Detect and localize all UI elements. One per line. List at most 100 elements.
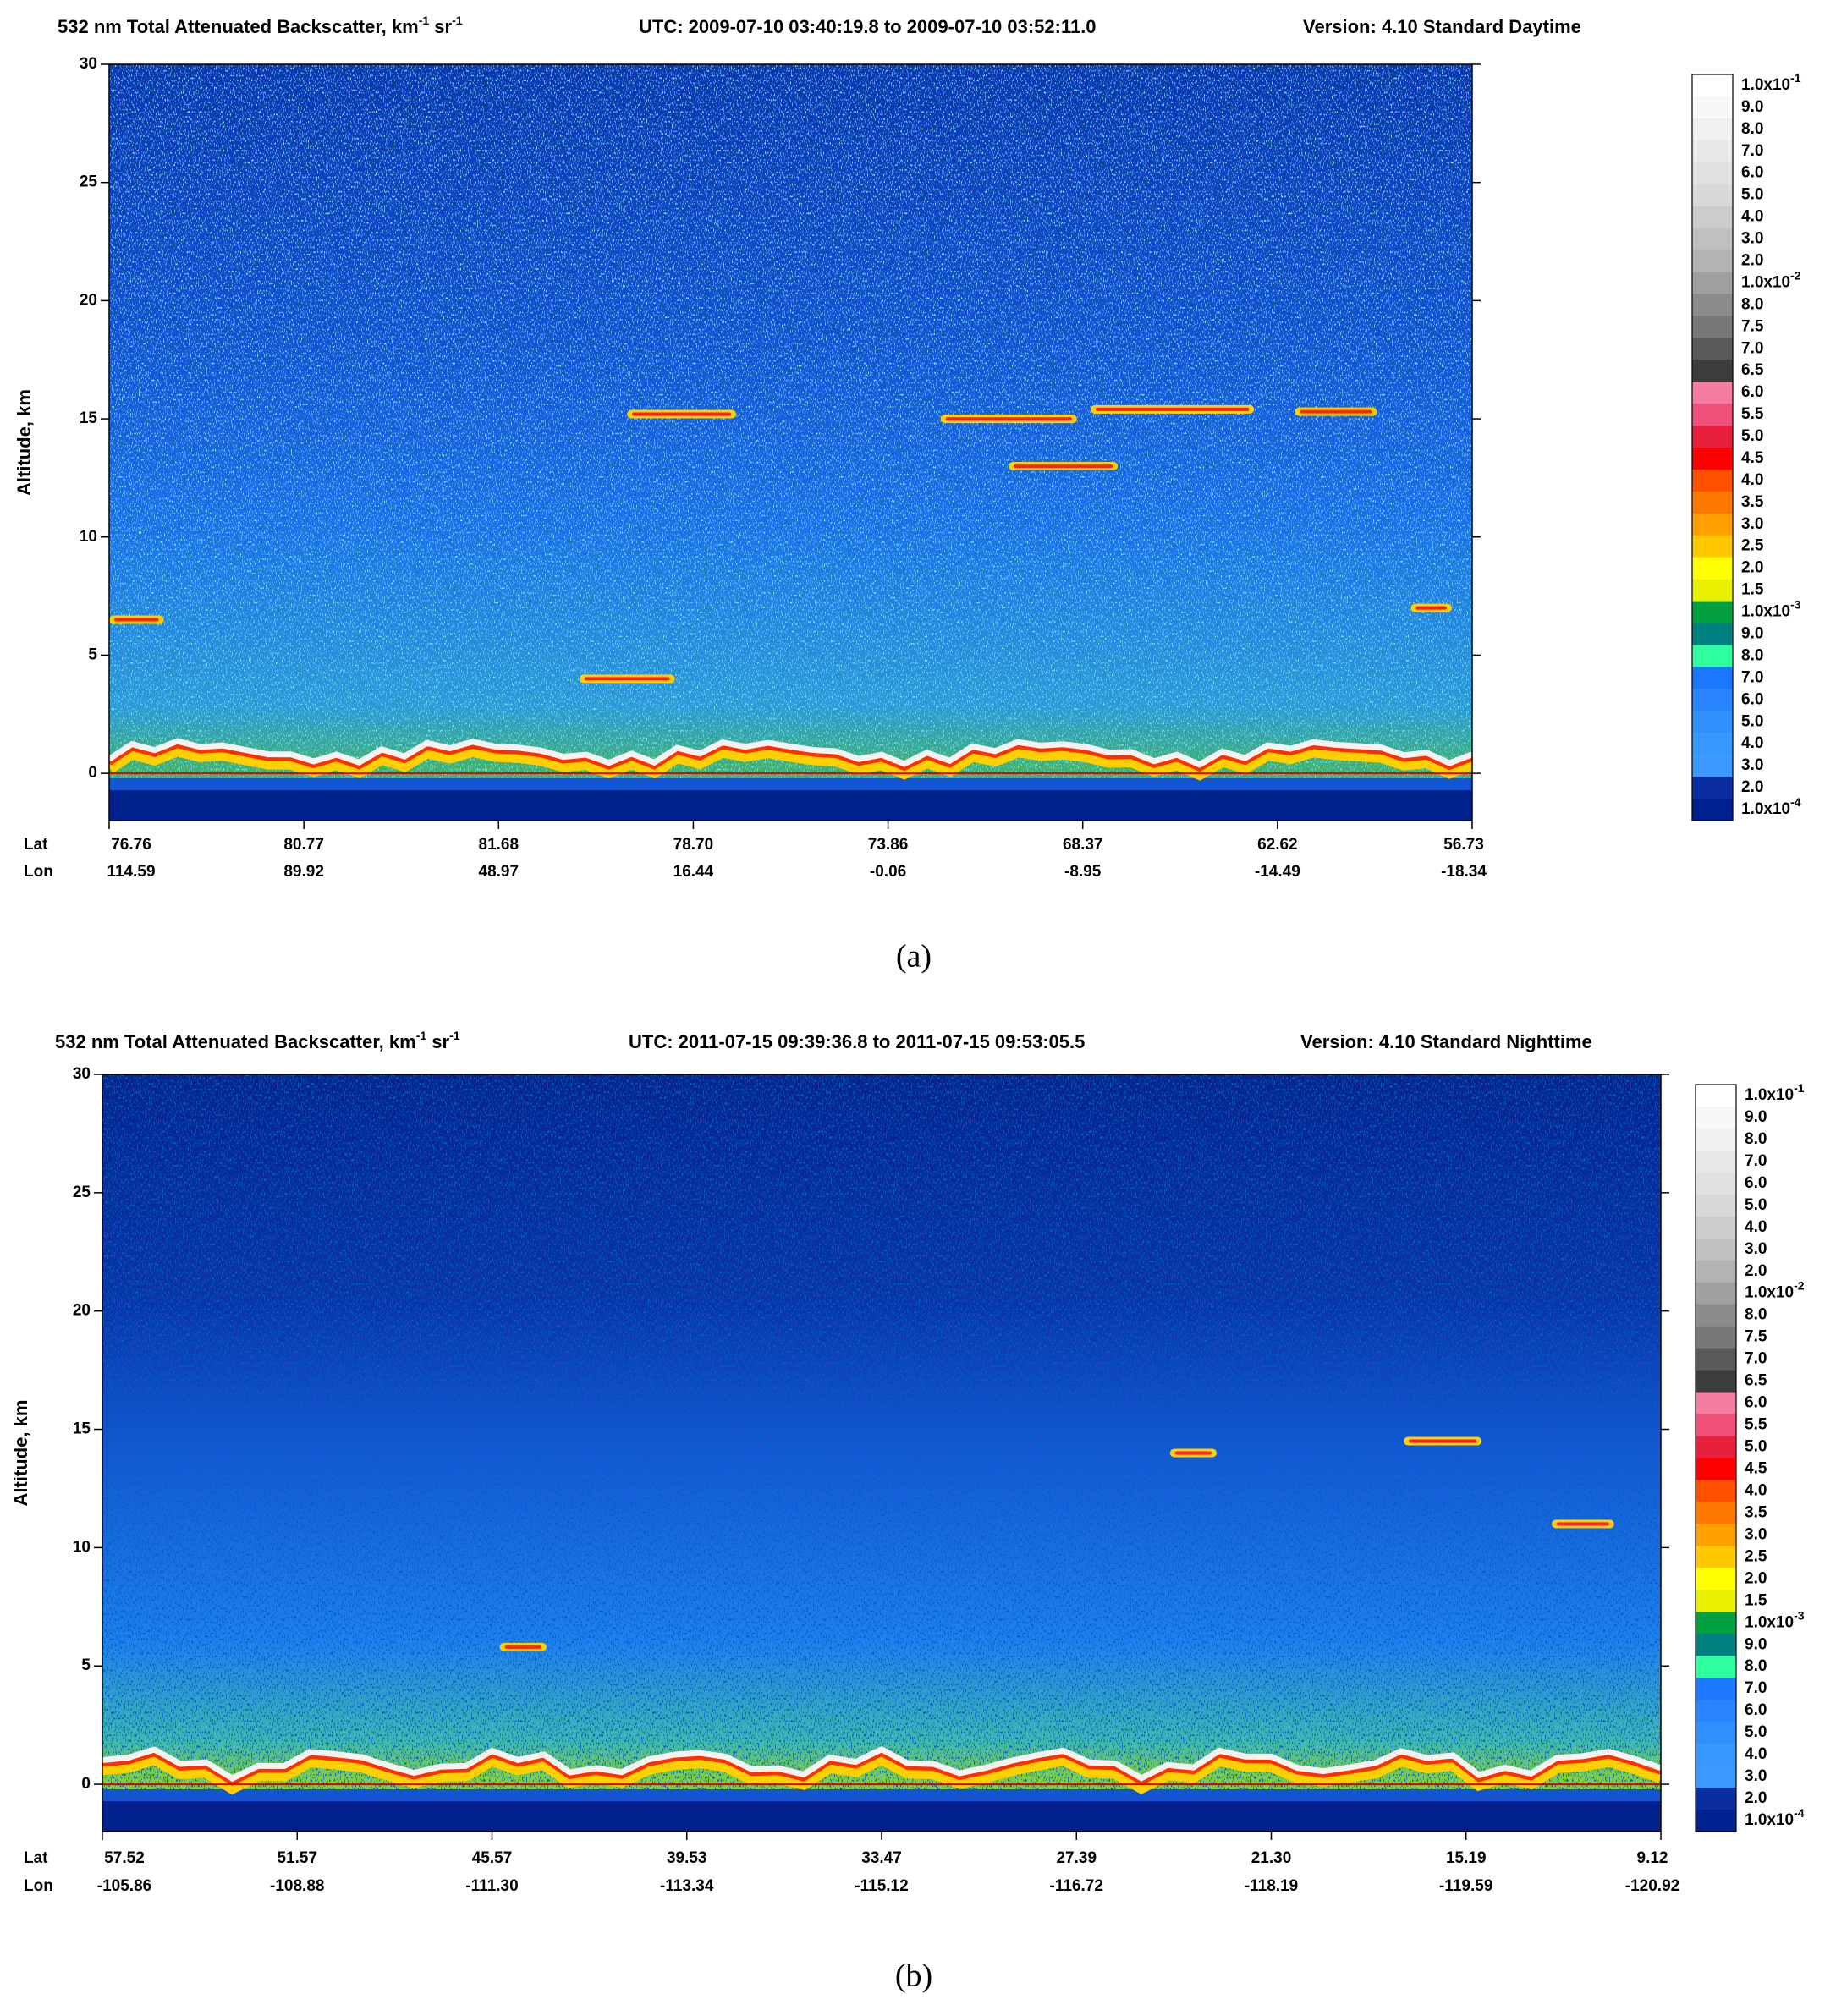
colorbar-swatch	[1696, 1106, 1736, 1129]
text-part: 4.0	[1741, 208, 1763, 226]
text-part: 5.0	[1741, 186, 1763, 204]
lon-value: 16.44	[673, 863, 714, 881]
colorbar-swatch	[1692, 601, 1733, 624]
colorbar-frame	[1691, 74, 1734, 821]
text-part: 2.0	[1745, 1569, 1767, 1587]
text-part: 6.0	[1741, 164, 1763, 182]
caption: (b)	[895, 1958, 932, 1994]
colorbar-label: 3.0	[1741, 515, 1763, 533]
colorbar-swatch	[1696, 1172, 1736, 1195]
colorbar-swatch	[1692, 448, 1733, 470]
colorbar-label: 4.0	[1745, 1218, 1767, 1236]
colorbar-swatch	[1692, 140, 1733, 163]
colorbar-swatch	[1696, 1326, 1736, 1349]
text-part: 5.0	[1741, 712, 1763, 730]
lat-value: 68.37	[1063, 836, 1103, 854]
colorbar-swatch	[1692, 469, 1733, 492]
surface-yellow	[109, 742, 1472, 781]
colorbar-swatch	[1696, 1700, 1736, 1722]
text-part: 4.0	[1741, 471, 1763, 489]
colorbar-swatch	[1696, 1502, 1736, 1524]
superscript: -1	[1790, 71, 1801, 85]
colorbar-label: 9.0	[1741, 625, 1763, 643]
colorbar-swatch	[1696, 1436, 1736, 1458]
colorbar-label: 8.0	[1745, 1306, 1767, 1324]
lat-value: 45.57	[472, 1849, 513, 1867]
text-part: 9.0	[1741, 98, 1763, 116]
colorbar-label: 3.5	[1741, 493, 1764, 511]
colorbar-label: 5.0	[1741, 427, 1763, 445]
colorbar-label: 4.0	[1741, 734, 1763, 752]
text-part: 1.0x10	[1741, 76, 1790, 94]
colorbar-swatch	[1692, 162, 1733, 185]
version: Version: 4.10 Standard Daytime	[1303, 16, 1581, 37]
y-tick-label: 5	[81, 1656, 91, 1674]
text-part: 3.5	[1741, 493, 1764, 511]
cloud-core	[1014, 464, 1113, 468]
colorbar-label: 1.5	[1741, 581, 1764, 599]
colorbar-swatch	[1696, 1370, 1736, 1393]
colorbar-swatch	[1692, 426, 1733, 448]
text-part: 2.0	[1741, 252, 1763, 270]
lat-value: 76.76	[111, 836, 151, 854]
y-axis-label: Altitude, km	[14, 389, 35, 496]
lon-value: -111.30	[465, 1877, 518, 1895]
text-part: 7.0	[1745, 1152, 1767, 1170]
colorbar-label: 2.5	[1741, 537, 1764, 555]
cloud-core	[504, 1645, 541, 1649]
colorbar-swatch	[1692, 491, 1733, 514]
colorbar-label: 2.0	[1745, 1789, 1767, 1807]
text-part: 5.0	[1745, 1196, 1767, 1214]
colorbar-swatch	[1696, 1788, 1736, 1810]
colorbar-label: 9.0	[1745, 1635, 1767, 1653]
surface-red	[109, 740, 1472, 772]
text-part: 8.0	[1745, 1306, 1767, 1324]
text-part: 1.0x10	[1745, 1086, 1794, 1104]
colorbar-swatch	[1696, 1085, 1736, 1107]
colorbar-label: 2.5	[1745, 1547, 1767, 1565]
colorbar-label: 1.0x10-4	[1745, 1806, 1805, 1829]
lon-value: -108.88	[270, 1877, 324, 1895]
y-tick-label: 30	[80, 55, 97, 73]
y-tick-label: 15	[73, 1420, 91, 1438]
surface-red	[102, 1749, 1661, 1786]
plot-frame	[108, 63, 1473, 821]
speckle	[109, 64, 1472, 821]
lat-value: 15.19	[1446, 1849, 1487, 1867]
text-part: 1.0x10	[1741, 800, 1790, 818]
colorbar-swatch	[1696, 1304, 1736, 1327]
colorbar-swatch	[1696, 1722, 1736, 1744]
colorbar-swatch	[1696, 1128, 1736, 1151]
superscript: -2	[1790, 268, 1801, 282]
colorbar-label: 8.0	[1745, 1130, 1767, 1148]
colorbar-label: 7.0	[1741, 339, 1763, 357]
superscript: -3	[1794, 1608, 1805, 1622]
colorbar-swatch	[1692, 667, 1733, 689]
colorbar-label: 5.0	[1741, 712, 1763, 730]
lat-value: 56.73	[1443, 836, 1484, 854]
lon-value: 89.92	[283, 863, 324, 881]
colorbar-label: 7.0	[1741, 142, 1763, 160]
colorbar-swatch	[1692, 338, 1733, 360]
text-part: 7.0	[1745, 1679, 1767, 1697]
text-part: 532 nm Total Attenuated Backscatter, km	[55, 1031, 416, 1052]
colorbar-swatch	[1692, 579, 1733, 602]
y-tick-label: 20	[73, 1302, 91, 1320]
lon-value: 48.97	[479, 863, 519, 881]
colorbar-label: 3.0	[1745, 1525, 1767, 1543]
text-part: 2.0	[1741, 778, 1763, 796]
text-part: 5.0	[1745, 1438, 1767, 1456]
colorbar-swatch	[1696, 1414, 1736, 1437]
y-tick-label: 10	[80, 528, 97, 546]
colorbar-label: 3.0	[1745, 1767, 1767, 1785]
colorbar-label: 4.5	[1741, 449, 1764, 467]
colorbar-label: 5.0	[1745, 1723, 1767, 1741]
colorbar-label: 1.0x10-4	[1741, 795, 1801, 818]
colorbar-swatch	[1692, 733, 1733, 755]
y-tick-label: 20	[80, 291, 97, 309]
text-part: 3.0	[1741, 230, 1763, 248]
lat-value: 9.12	[1637, 1849, 1668, 1867]
colorbar-swatch	[1692, 250, 1733, 272]
colorbar-label: 2.0	[1745, 1262, 1767, 1280]
